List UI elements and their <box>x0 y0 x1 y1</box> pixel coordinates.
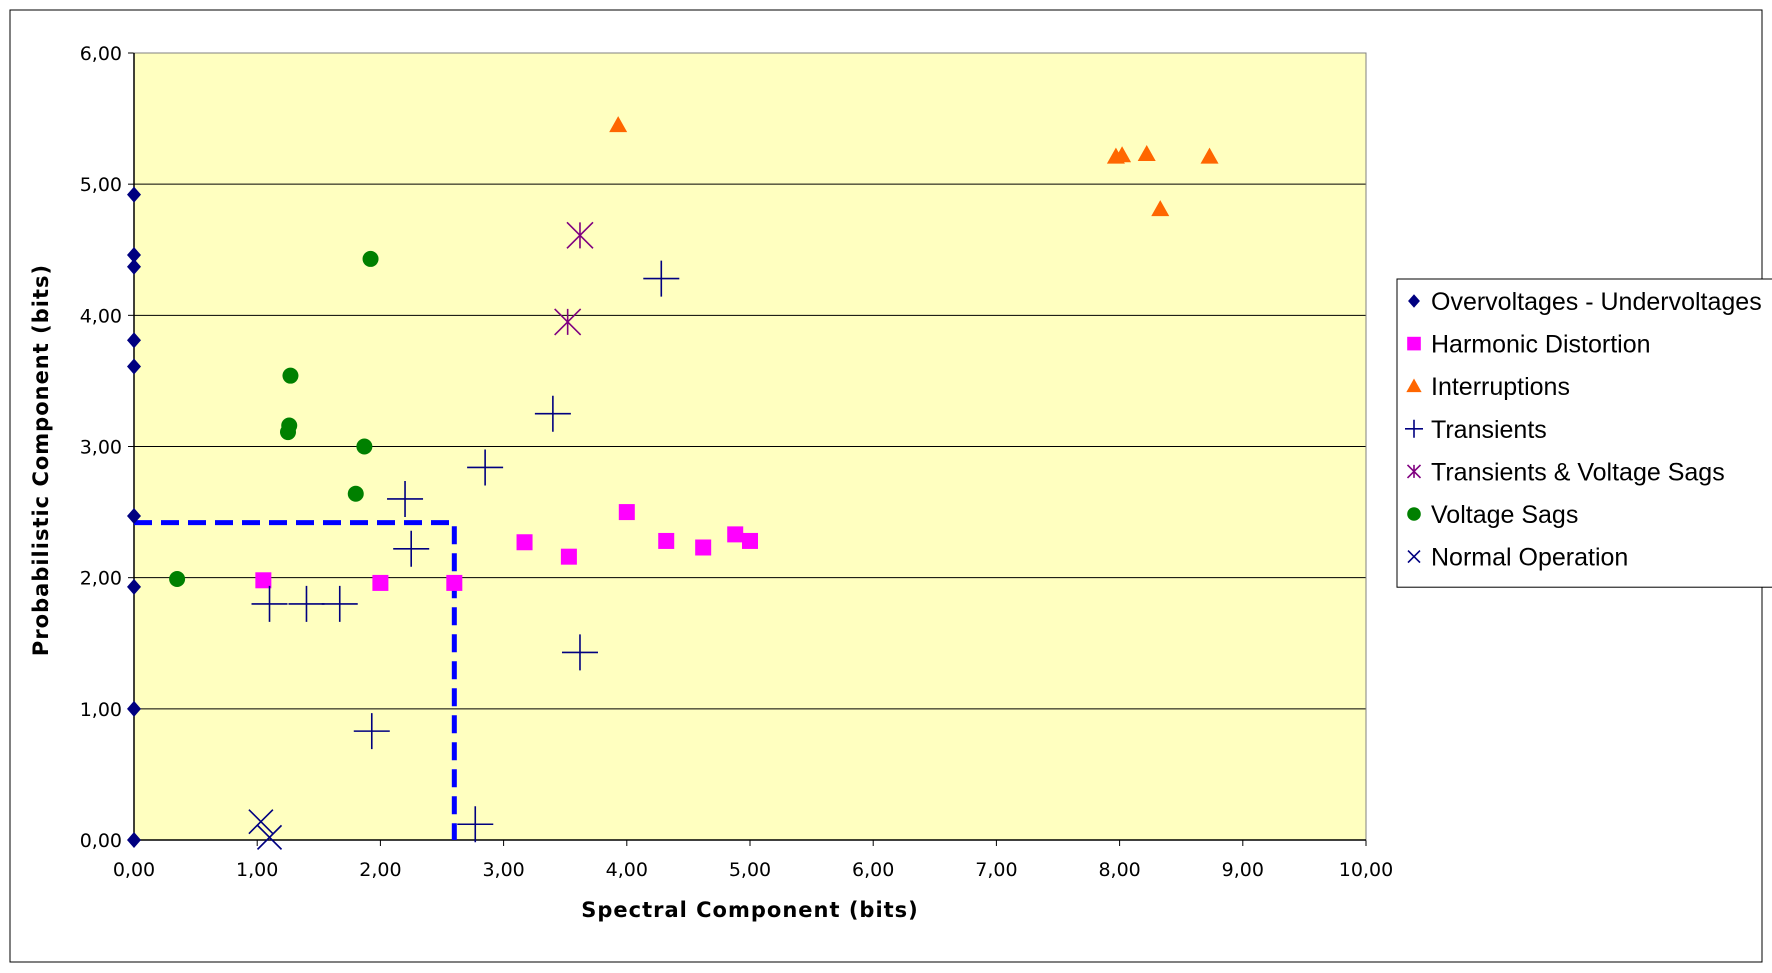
legend-marker <box>1408 294 1420 308</box>
y-tick-label: 3,00 <box>80 437 122 459</box>
data-point <box>609 116 628 133</box>
legend-marker <box>1407 507 1421 521</box>
x-tick-label: 8,00 <box>1098 859 1140 881</box>
y-tick-label: 4,00 <box>80 305 122 327</box>
series-1 <box>255 504 758 591</box>
x-tick-label: 1,00 <box>236 859 278 881</box>
data-point <box>353 713 390 750</box>
data-point <box>127 508 141 525</box>
legend-marker <box>1406 378 1422 393</box>
x-tick-label: 10,00 <box>1339 859 1393 881</box>
x-tick-label: 0,00 <box>113 859 155 881</box>
y-tick-label: 5,00 <box>80 174 122 196</box>
data-point <box>281 417 298 434</box>
data-point <box>566 221 594 249</box>
data-point <box>288 585 325 622</box>
data-point <box>356 438 373 455</box>
data-point <box>127 358 141 375</box>
y-tick-label: 6,00 <box>80 43 122 65</box>
data-point <box>1200 147 1219 164</box>
y-tick-label: 2,00 <box>80 568 122 590</box>
data-point <box>362 250 379 267</box>
series-4 <box>554 221 594 336</box>
y-tick-label: 1,00 <box>80 699 122 721</box>
data-point <box>127 258 141 275</box>
data-point <box>347 485 364 502</box>
series-2 <box>609 116 1219 217</box>
data-point <box>534 395 571 432</box>
data-point <box>516 534 533 551</box>
x-tick-label: 3,00 <box>482 859 524 881</box>
data-point <box>248 809 274 835</box>
data-point <box>560 548 577 565</box>
legend-entry: Normal Operation <box>1431 544 1628 572</box>
legend: Overvoltages - Undervoltages Harmonic Dis… <box>1396 278 1772 588</box>
legend-entry: Overvoltages - Undervoltages <box>1431 288 1762 316</box>
series-6 <box>248 809 283 850</box>
data-point <box>372 574 389 591</box>
data-point <box>321 585 358 622</box>
data-point <box>457 806 494 843</box>
data-point <box>387 480 424 517</box>
data-point <box>127 332 141 349</box>
legend-entry: Interruptions <box>1431 373 1570 401</box>
data-point <box>127 700 141 717</box>
data-point <box>256 824 283 850</box>
data-point <box>1151 200 1170 217</box>
legend-box <box>1396 278 1772 588</box>
data-point <box>282 367 299 384</box>
series-3 <box>251 260 680 843</box>
data-point <box>618 504 635 521</box>
y-tick-label: 0,00 <box>80 830 122 852</box>
series-0 <box>127 186 141 848</box>
data-point <box>127 832 141 848</box>
data-point <box>643 260 680 297</box>
tick-labels-group: 0,00 1,00 2,00 3,00 4,00 5,00 6,00 0,00 1,00 2,00… <box>80 43 1394 881</box>
x-tick-label: 2,00 <box>359 859 401 881</box>
legend-marker <box>1406 464 1422 479</box>
legend-entry: Voltage Sags <box>1431 501 1578 529</box>
legend-entry: Harmonic Distortion <box>1431 331 1651 359</box>
data-point <box>1137 144 1156 161</box>
plot-area-group <box>127 52 1367 850</box>
data-point <box>467 449 504 486</box>
data-point <box>393 530 430 567</box>
data-point <box>251 585 288 622</box>
data-point <box>695 539 712 556</box>
series-5 <box>169 250 379 587</box>
data-point <box>554 308 582 336</box>
legend-entry: Transients & Voltage Sags <box>1431 458 1725 486</box>
data-point <box>169 570 186 587</box>
data-point <box>446 574 463 591</box>
x-tick-label: 9,00 <box>1222 859 1264 881</box>
x-tick-label: 6,00 <box>852 859 894 881</box>
data-point <box>127 246 141 263</box>
data-point <box>561 634 598 671</box>
data-point <box>1113 146 1132 163</box>
data-point <box>727 526 744 543</box>
x-axis-title: Spectral Component (bits) <box>581 898 919 922</box>
data-point <box>127 186 141 203</box>
data-point <box>742 532 758 549</box>
x-tick-label: 7,00 <box>975 859 1017 881</box>
data-point <box>255 572 272 589</box>
legend-entry: Transients <box>1431 416 1547 444</box>
data-point <box>658 532 675 549</box>
legend-marker <box>1405 419 1423 438</box>
x-tick-label: 4,00 <box>606 859 648 881</box>
data-point <box>127 578 141 595</box>
x-tick-label: 5,00 <box>729 859 771 881</box>
legend-marker <box>1407 550 1421 564</box>
legend-marker <box>1407 336 1421 351</box>
y-axis-title: Probabilistic Component (bits) <box>29 264 53 656</box>
